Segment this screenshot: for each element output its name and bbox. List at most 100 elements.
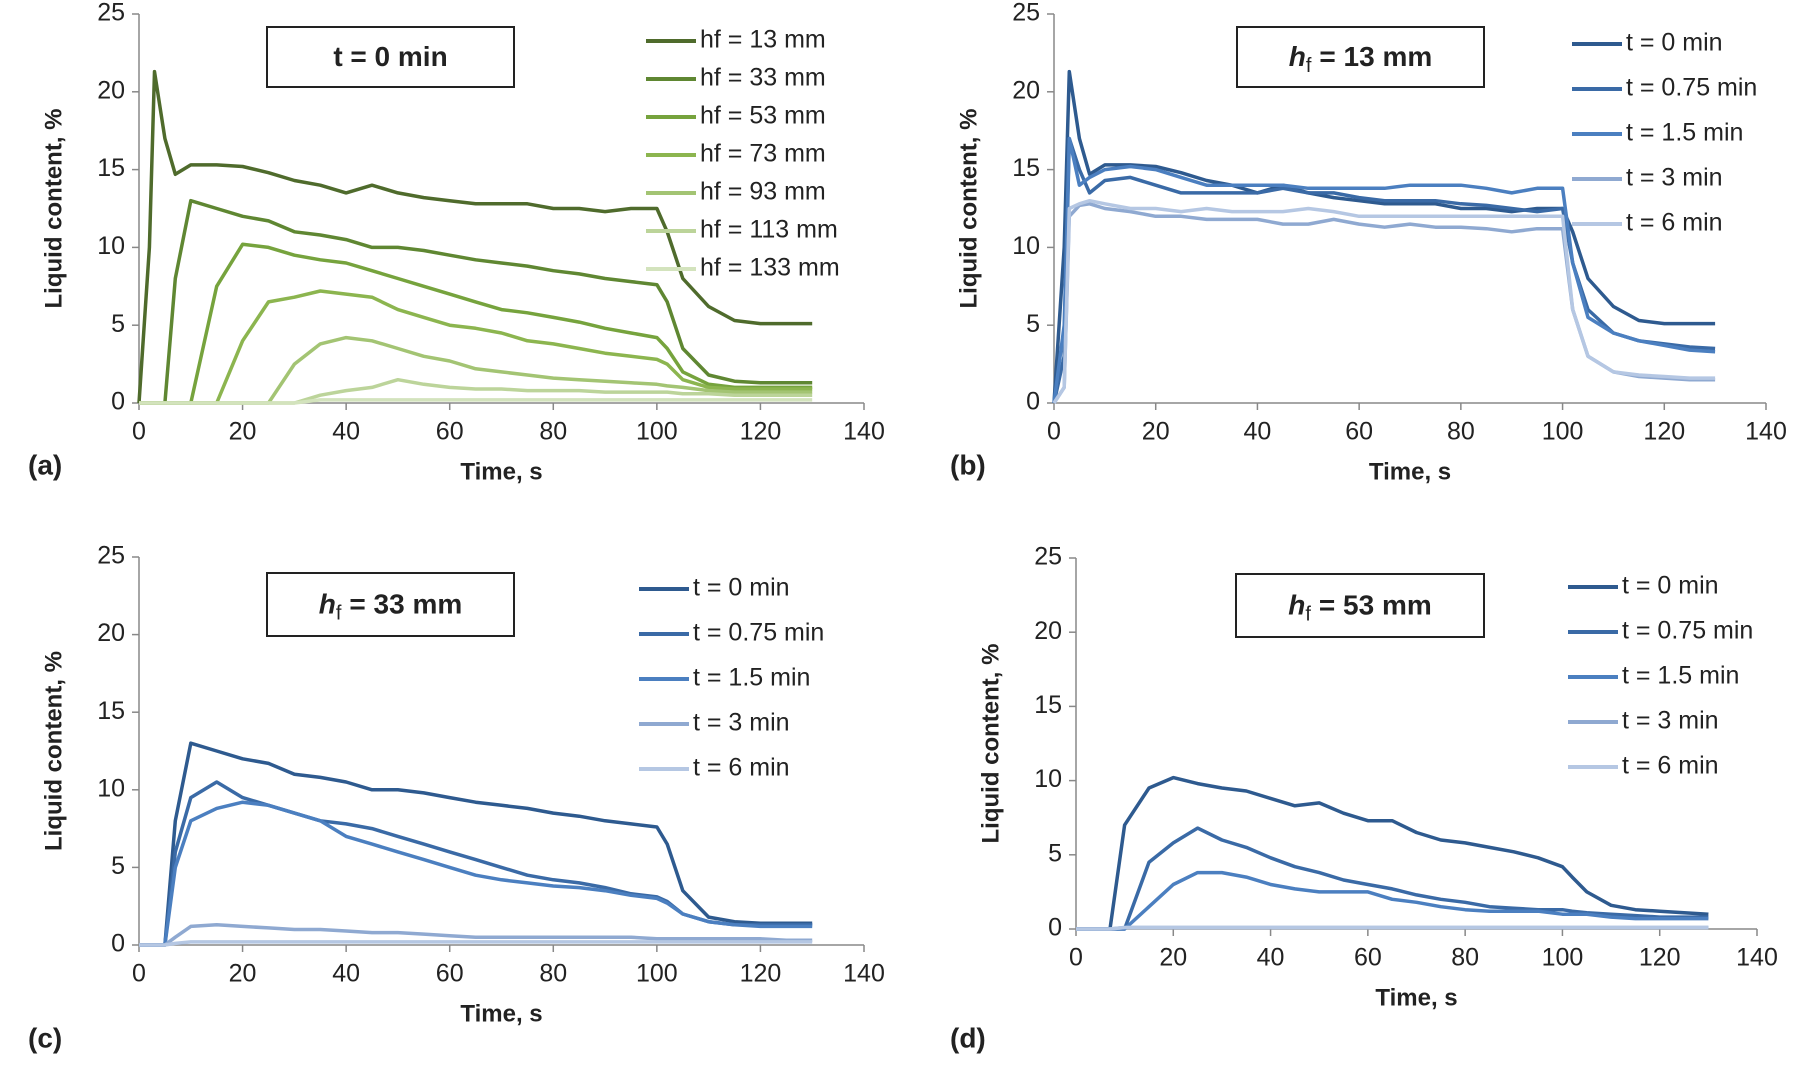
- panel-title: hf = 53 mm: [1288, 590, 1432, 626]
- data-line: [1052, 198, 1716, 404]
- legend-label: hf = 13 mm: [700, 26, 826, 54]
- legend-label: hf = 113 mm: [700, 216, 838, 244]
- x-tick-label: 80: [1447, 418, 1475, 446]
- title-text: = 13 mm: [1319, 41, 1432, 72]
- data-line: [1052, 69, 1716, 404]
- x-tick-label: 20: [229, 960, 257, 988]
- x-tick-label: 0: [1047, 418, 1061, 446]
- panel-title: hf = 33 mm: [319, 589, 463, 625]
- title-subscript: f: [336, 603, 342, 625]
- title-symbol: h: [319, 589, 336, 620]
- x-tick-label: 120: [1639, 944, 1681, 972]
- y-tick-label: 25: [1034, 543, 1062, 571]
- legend-label: t = 6 min: [693, 754, 790, 782]
- data-line: [137, 69, 813, 404]
- panel-title: t = 0 min: [333, 41, 447, 72]
- y-axis-label: Liquid content, %: [955, 109, 982, 309]
- title-subscript: f: [1306, 55, 1312, 77]
- data-line: [139, 800, 813, 947]
- y-tick-label: 15: [1012, 154, 1040, 182]
- title-box: [266, 26, 515, 88]
- legend-label: t = 1.5 min: [693, 664, 810, 692]
- y-axis-label: Liquid content, %: [40, 109, 67, 309]
- y-tick-label: 10: [1012, 232, 1040, 260]
- y-tick-label: 25: [1012, 0, 1040, 27]
- x-tick-label: 60: [436, 418, 464, 446]
- y-tick-label: 5: [111, 310, 125, 338]
- y-tick-label: 5: [1048, 839, 1062, 867]
- y-tick-label: 20: [97, 76, 125, 104]
- panel-label: (b): [950, 449, 986, 480]
- y-axis-label: Liquid content, %: [977, 644, 1004, 844]
- legend-label: t = 0.75 min: [1622, 617, 1753, 645]
- y-tick-label: 25: [97, 0, 125, 27]
- legend-label: t = 0 min: [693, 574, 790, 602]
- x-tick-label: 100: [636, 960, 678, 988]
- x-axis-label: Time, s: [1375, 984, 1457, 1011]
- y-tick-label: 10: [1034, 765, 1062, 793]
- x-tick-label: 80: [539, 418, 567, 446]
- x-tick-label: 140: [843, 418, 885, 446]
- x-axis-label: Time, s: [460, 458, 542, 485]
- x-tick-label: 0: [132, 418, 146, 446]
- legend-label: t = 0 min: [1622, 572, 1719, 600]
- data-line: [1052, 136, 1716, 404]
- legend-label: hf = 93 mm: [700, 178, 826, 206]
- legend-label: t = 0.75 min: [1626, 74, 1757, 102]
- x-tick-label: 140: [1745, 418, 1787, 446]
- data-line: [139, 940, 813, 947]
- legend-label: t = 3 min: [1626, 164, 1723, 192]
- x-axis-label: Time, s: [460, 1000, 542, 1027]
- x-tick-label: 80: [1451, 944, 1479, 972]
- y-tick-label: 20: [1034, 617, 1062, 645]
- legend-label: t = 0.75 min: [693, 619, 824, 647]
- y-axis-label: Liquid content, %: [40, 651, 67, 851]
- title-box: [1235, 573, 1485, 638]
- x-tick-label: 60: [1354, 944, 1382, 972]
- y-tick-label: 0: [1048, 914, 1062, 942]
- panel-label: (a): [28, 449, 62, 480]
- title-symbol: h: [1288, 590, 1305, 621]
- title-box: [266, 572, 515, 637]
- x-tick-label: 0: [1069, 944, 1083, 972]
- legend-label: t = 1.5 min: [1626, 119, 1743, 147]
- panel-label: (c): [28, 1022, 62, 1053]
- x-tick-label: 140: [843, 960, 885, 988]
- y-tick-label: 10: [97, 774, 125, 802]
- data-line: [1076, 775, 1709, 931]
- data-line: [139, 398, 813, 405]
- title-text: = 33 mm: [349, 589, 462, 620]
- data-line: [1076, 925, 1709, 931]
- data-line: [1076, 826, 1709, 931]
- y-tick-label: 10: [97, 232, 125, 260]
- y-tick-label: 20: [1012, 76, 1040, 104]
- title-text: = 53 mm: [1319, 590, 1432, 621]
- y-tick-label: 0: [111, 930, 125, 958]
- y-tick-label: 15: [97, 697, 125, 725]
- legend-label: hf = 33 mm: [700, 64, 826, 92]
- x-tick-label: 0: [132, 960, 146, 988]
- data-line: [1052, 136, 1716, 404]
- title-subscript: f: [1305, 604, 1311, 626]
- y-tick-label: 0: [111, 388, 125, 416]
- legend-label: t = 3 min: [693, 709, 790, 737]
- title-symbol: h: [1289, 41, 1306, 72]
- data-line: [139, 923, 813, 947]
- x-tick-label: 40: [332, 418, 360, 446]
- legend-label: hf = 133 mm: [700, 254, 840, 282]
- legend-label: t = 0 min: [1626, 29, 1723, 57]
- x-tick-label: 120: [1643, 418, 1685, 446]
- legend-label: hf = 53 mm: [700, 102, 826, 130]
- legend-label: t = 3 min: [1622, 707, 1719, 735]
- x-tick-label: 20: [229, 418, 257, 446]
- y-tick-label: 15: [97, 154, 125, 182]
- x-tick-label: 140: [1736, 944, 1778, 972]
- panel-label: (d): [950, 1022, 986, 1053]
- y-tick-label: 0: [1026, 388, 1040, 416]
- x-tick-label: 80: [539, 960, 567, 988]
- x-tick-label: 40: [332, 960, 360, 988]
- panel: 0 5 10 15 20 25 0 20 40 60 80 100 120 140 Time, s Liqui…: [28, 542, 885, 1054]
- legend-label: t = 6 min: [1626, 209, 1723, 237]
- x-tick-label: 20: [1142, 418, 1170, 446]
